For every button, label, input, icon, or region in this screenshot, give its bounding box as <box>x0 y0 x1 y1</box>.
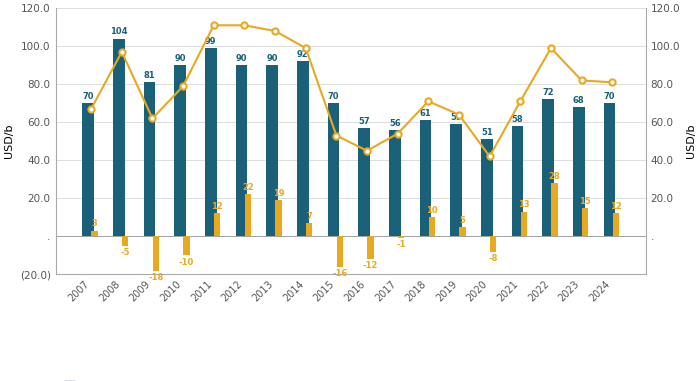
Text: 12: 12 <box>211 202 223 211</box>
Text: 58: 58 <box>512 115 523 124</box>
Brent crude 1mth contract in USD/b <box>209 23 218 27</box>
Brent crude 1mth contract in USD/b <box>485 154 494 159</box>
Bar <box>612 213 619 236</box>
Bar <box>398 236 405 238</box>
Text: 5: 5 <box>460 216 466 224</box>
Brent crude 1mth contract in USD/b <box>332 133 341 138</box>
Text: 15: 15 <box>579 197 591 205</box>
Bar <box>83 103 94 236</box>
Bar <box>306 223 312 236</box>
Bar <box>490 236 496 251</box>
Bar <box>428 217 435 236</box>
Brent crude 1mth contract in USD/b <box>118 50 126 54</box>
Bar <box>542 99 554 236</box>
Text: 10: 10 <box>426 206 438 215</box>
Text: 99: 99 <box>205 37 216 46</box>
Bar <box>337 236 343 267</box>
Text: 13: 13 <box>518 200 530 209</box>
Text: 22: 22 <box>242 183 254 192</box>
Text: 104: 104 <box>110 27 127 36</box>
Brent crude 1mth contract in USD/b <box>302 46 310 50</box>
Text: 68: 68 <box>573 96 584 105</box>
Bar <box>573 107 584 236</box>
Bar <box>275 200 282 236</box>
Bar <box>297 61 309 236</box>
Text: 72: 72 <box>542 88 554 97</box>
Brent crude 1mth contract in USD/b <box>547 46 555 50</box>
Text: -1: -1 <box>396 240 406 250</box>
Bar <box>236 65 247 236</box>
Bar <box>328 103 340 236</box>
Brent crude 1mth contract in USD/b <box>608 80 617 85</box>
Bar <box>512 126 523 236</box>
Text: -18: -18 <box>148 273 164 282</box>
Text: 19: 19 <box>273 189 284 198</box>
Line: Brent crude 1mth contract in USD/b: Brent crude 1mth contract in USD/b <box>88 22 615 160</box>
Text: 7: 7 <box>307 212 312 221</box>
Brent crude 1mth contract in USD/b <box>516 99 524 104</box>
Bar <box>92 231 98 236</box>
Text: 92: 92 <box>297 50 309 59</box>
Text: 56: 56 <box>389 118 400 128</box>
Bar <box>368 236 374 259</box>
Text: 70: 70 <box>603 92 615 101</box>
Text: 57: 57 <box>358 117 370 126</box>
Y-axis label: USD/b: USD/b <box>4 124 14 158</box>
Brent crude 1mth contract in USD/b <box>578 78 586 83</box>
Brent crude 1mth contract in USD/b <box>424 99 433 104</box>
Brent crude 1mth contract in USD/b <box>179 84 188 88</box>
Bar <box>419 120 431 236</box>
Bar <box>214 213 220 236</box>
Text: 90: 90 <box>267 54 278 63</box>
Legend: Brent crude 60mth contract yearly average in USD/b, Spot premium or discount to : Brent crude 60mth contract yearly averag… <box>60 377 540 381</box>
Bar <box>521 211 527 236</box>
Bar <box>481 139 493 236</box>
Bar <box>183 236 190 255</box>
Brent crude 1mth contract in USD/b <box>363 149 371 153</box>
Bar <box>450 124 462 236</box>
Text: -5: -5 <box>120 248 130 257</box>
Text: 90: 90 <box>236 54 247 63</box>
Text: -16: -16 <box>332 269 348 278</box>
Bar <box>113 38 125 236</box>
Text: -8: -8 <box>489 254 498 263</box>
Text: 3: 3 <box>92 219 97 228</box>
Text: 61: 61 <box>419 109 431 118</box>
Bar <box>459 227 466 236</box>
Bar <box>153 236 159 271</box>
Brent crude 1mth contract in USD/b <box>455 112 463 117</box>
Text: 90: 90 <box>174 54 186 63</box>
Text: 70: 70 <box>83 92 94 101</box>
Brent crude 1mth contract in USD/b <box>271 29 279 33</box>
Bar <box>122 236 129 246</box>
Bar <box>358 128 370 236</box>
Bar <box>582 208 588 236</box>
Text: 12: 12 <box>610 202 622 211</box>
Text: 81: 81 <box>144 71 155 80</box>
Text: -10: -10 <box>179 258 194 267</box>
Bar <box>144 82 155 236</box>
Bar <box>603 103 615 236</box>
Text: 59: 59 <box>450 113 462 122</box>
Bar <box>389 130 400 236</box>
Brent crude 1mth contract in USD/b <box>148 116 157 121</box>
Text: 70: 70 <box>328 92 340 101</box>
Text: 51: 51 <box>481 128 493 137</box>
Y-axis label: USD/b: USD/b <box>686 124 696 158</box>
Bar <box>205 48 217 236</box>
Bar <box>266 65 278 236</box>
Text: 28: 28 <box>549 172 560 181</box>
Brent crude 1mth contract in USD/b <box>87 107 95 111</box>
Brent crude 1mth contract in USD/b <box>393 131 402 136</box>
Bar <box>551 183 558 236</box>
Bar <box>174 65 186 236</box>
Brent crude 1mth contract in USD/b <box>240 23 248 27</box>
Text: -12: -12 <box>363 261 378 271</box>
Bar <box>245 194 251 236</box>
